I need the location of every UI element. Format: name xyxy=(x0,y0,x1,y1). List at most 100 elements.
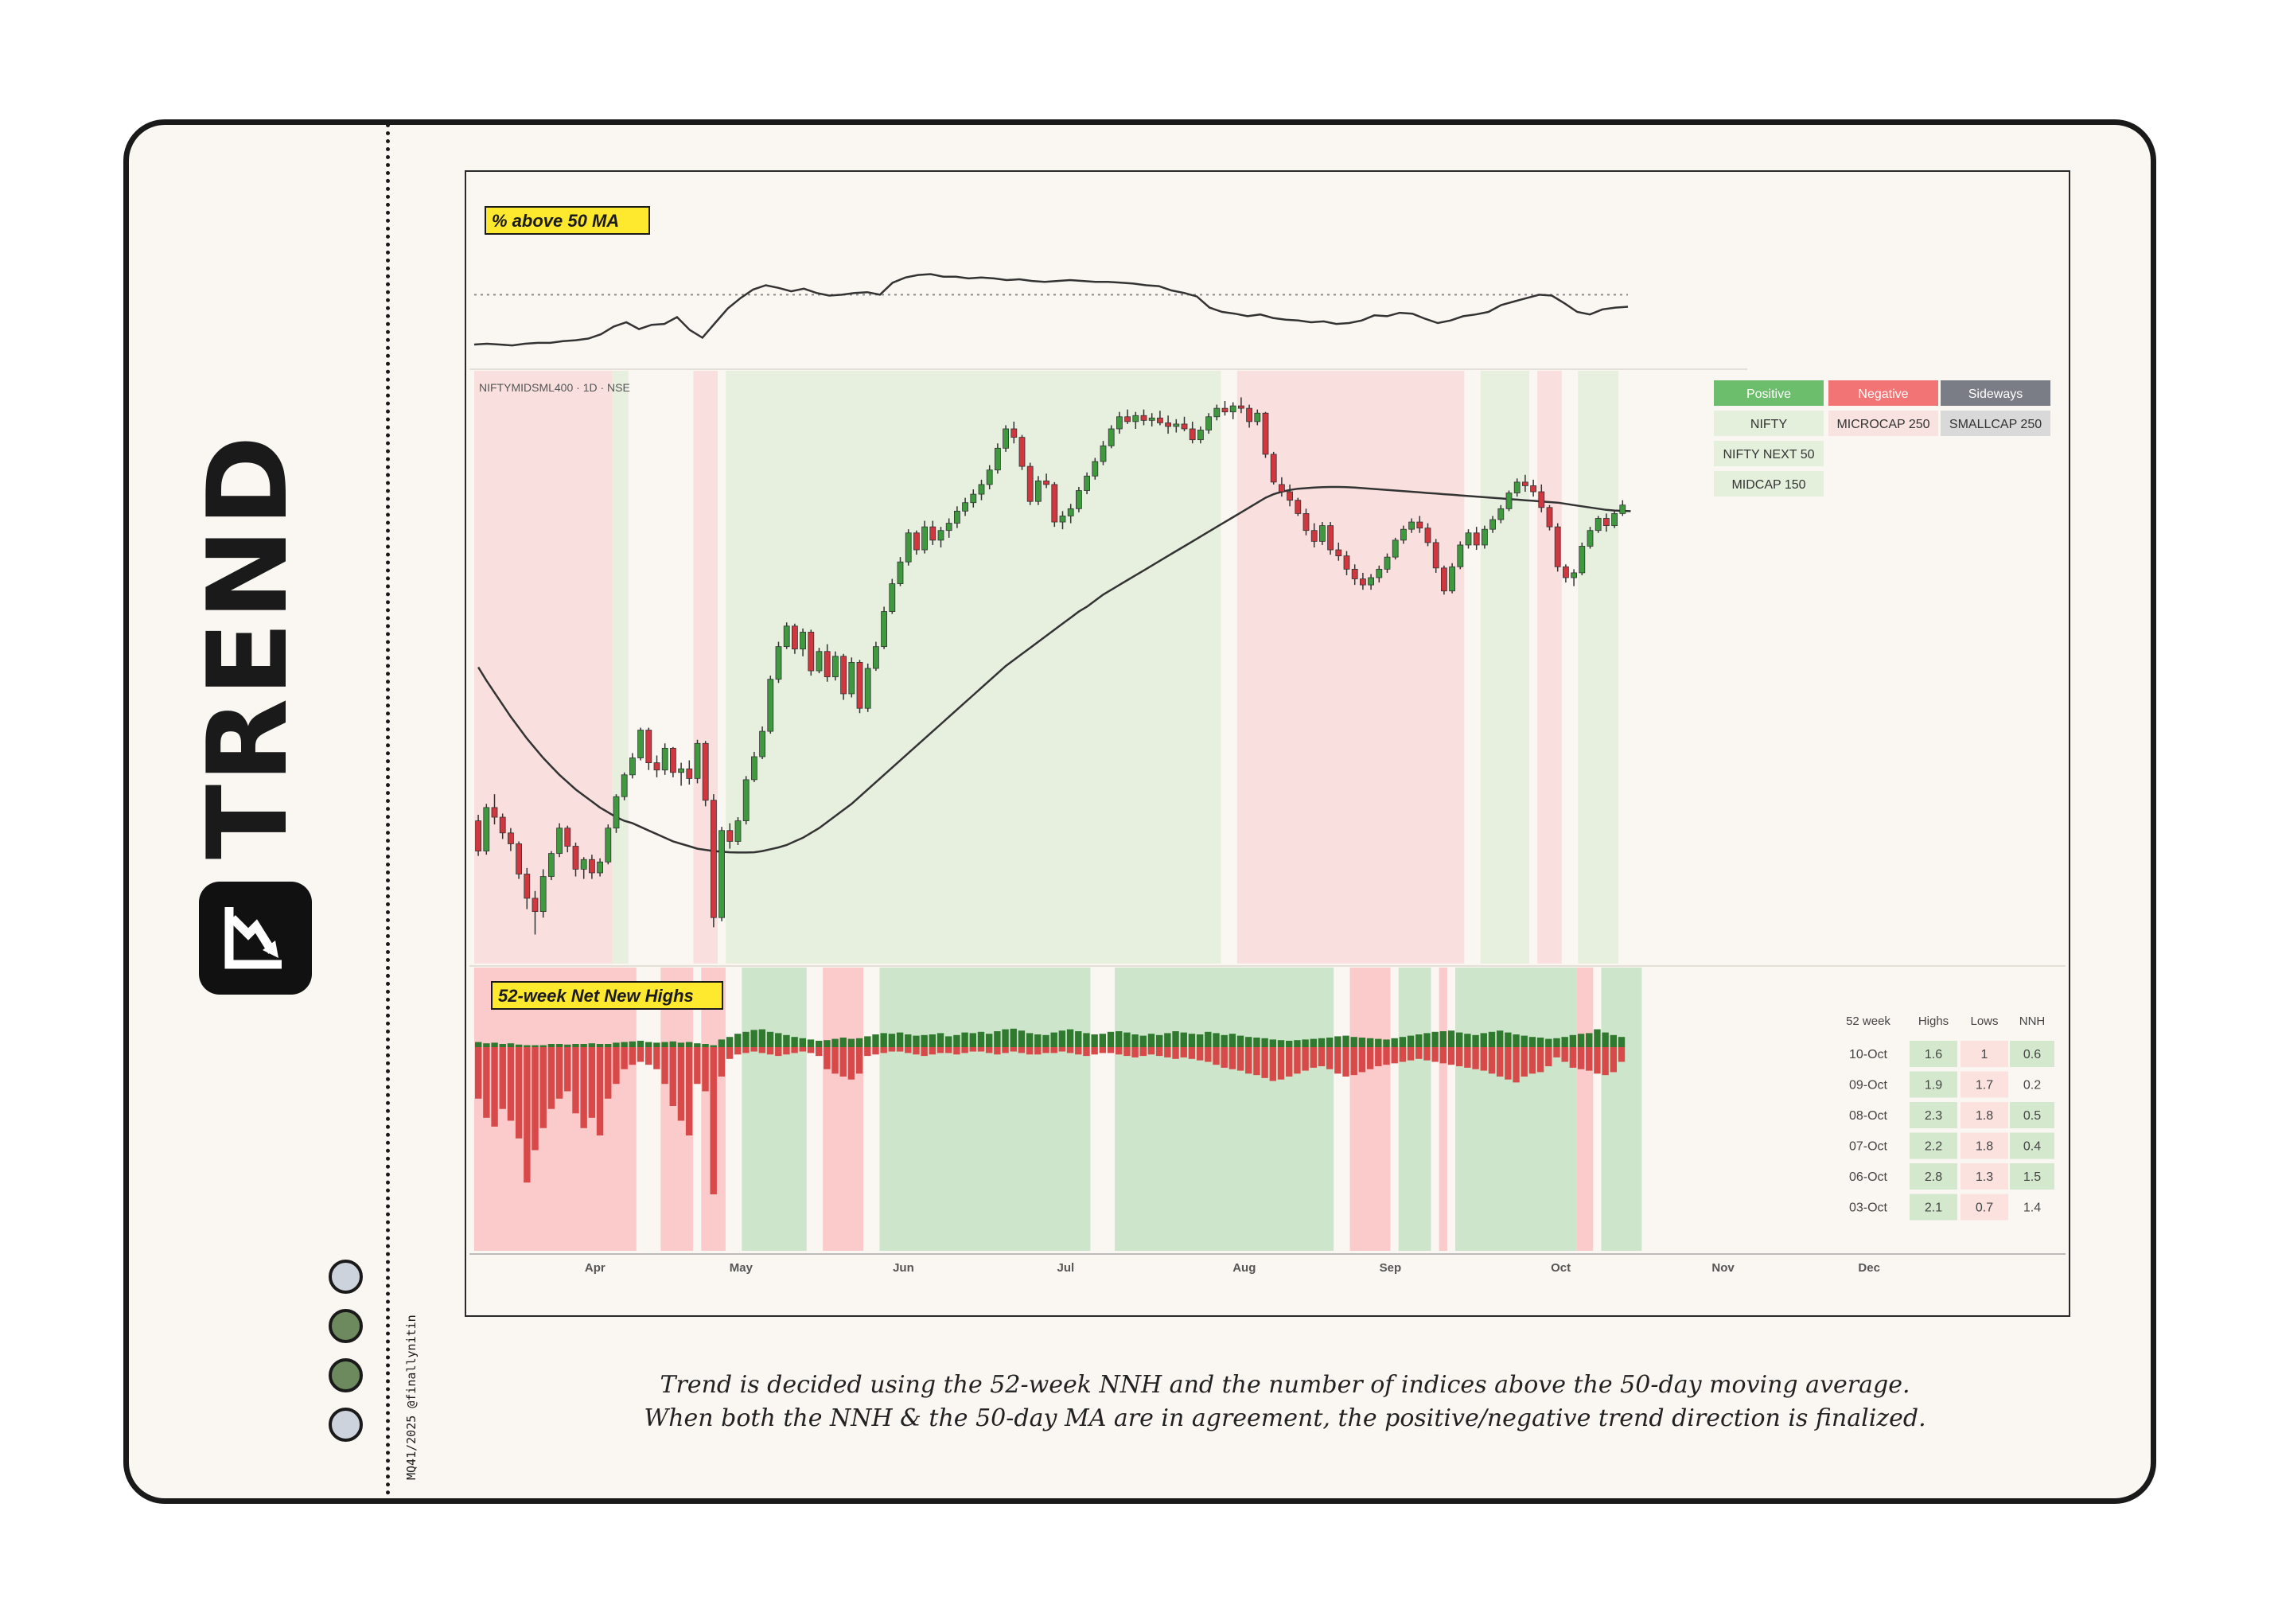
x-tick-label: May xyxy=(730,1261,753,1275)
candle xyxy=(742,776,750,825)
trend-cell-bg xyxy=(1714,411,1824,436)
lows-bar xyxy=(475,1047,482,1099)
lows-bar xyxy=(1075,1047,1082,1055)
highs-bar xyxy=(661,1042,668,1047)
nnh-regime-band xyxy=(1576,968,1594,1251)
highs-bar xyxy=(791,1037,798,1047)
highs-bar xyxy=(847,1038,855,1047)
candle xyxy=(1563,564,1569,583)
highs-bar xyxy=(1545,1038,1552,1047)
lows-bar xyxy=(1431,1047,1439,1062)
highs-bar xyxy=(613,1042,620,1047)
status-dots xyxy=(329,1260,363,1457)
candle xyxy=(572,842,579,877)
lows-bar xyxy=(1326,1047,1334,1069)
trend-cell-bg xyxy=(1941,411,2050,436)
highs-bar xyxy=(969,1033,976,1047)
lows-bar xyxy=(1480,1047,1487,1071)
lows-bar xyxy=(961,1047,968,1053)
highs-bar xyxy=(1010,1028,1017,1047)
highs-bar xyxy=(1391,1038,1398,1047)
lows-bar xyxy=(555,1047,563,1099)
candle xyxy=(1026,462,1034,505)
nnh-title-box xyxy=(491,981,723,1010)
candle xyxy=(516,841,522,879)
lows-bar xyxy=(644,1047,652,1065)
caption-line-2: When both the NNH & the 50-day MA are in… xyxy=(644,1404,1926,1432)
nnh-highs-cell-bg xyxy=(1910,1132,1957,1159)
lows-bar xyxy=(1018,1047,1026,1053)
lows-bar xyxy=(1229,1047,1236,1069)
highs-bar xyxy=(1139,1035,1147,1047)
trend-cell: MIDCAP 150 xyxy=(1731,478,1805,492)
nnh-lows-cell-bg xyxy=(1961,1071,2008,1098)
candle xyxy=(597,858,604,877)
lows-bar xyxy=(766,1047,774,1055)
trend-header-positive: Positive xyxy=(1746,388,1791,401)
lows-bar xyxy=(1213,1047,1220,1065)
highs-bar xyxy=(1310,1038,1317,1047)
lows-bar xyxy=(1383,1047,1390,1065)
lows-bar xyxy=(1050,1047,1057,1053)
caption: Trend is decided using the 52-week NNH a… xyxy=(493,1369,2077,1435)
candle xyxy=(1319,522,1326,545)
highs-bar xyxy=(1464,1034,1471,1047)
highs-bar xyxy=(913,1035,920,1047)
nnh-title: 52-week Net New Highs xyxy=(498,986,694,1006)
highs-bar xyxy=(1269,1039,1277,1047)
highs-bar xyxy=(985,1034,993,1047)
highs-bar xyxy=(572,1044,579,1047)
highs-bar xyxy=(1058,1030,1066,1047)
candle xyxy=(1376,565,1383,583)
candle xyxy=(1157,411,1163,426)
highs-bar xyxy=(547,1044,555,1047)
highs-bar xyxy=(799,1038,806,1047)
trend-logo-icon xyxy=(199,882,312,995)
lows-bar xyxy=(483,1047,490,1118)
nnh-highs-cell-bg xyxy=(1910,1163,1957,1190)
candle xyxy=(702,741,709,807)
highs-bar xyxy=(588,1043,596,1047)
lows-bar xyxy=(1261,1047,1268,1078)
lows-bar xyxy=(1147,1047,1155,1055)
highs-bar xyxy=(1018,1030,1026,1047)
highs-bar xyxy=(1229,1034,1236,1047)
lows-bar xyxy=(547,1047,555,1109)
candle xyxy=(872,641,879,672)
lows-bar xyxy=(1034,1047,1042,1055)
candle xyxy=(800,628,807,656)
candle xyxy=(524,867,531,909)
highs-bar xyxy=(1618,1037,1626,1047)
lows-bar xyxy=(880,1047,887,1053)
highs-bar xyxy=(1415,1034,1423,1047)
candle xyxy=(1611,509,1618,528)
candle xyxy=(483,804,490,855)
lows-bar xyxy=(1553,1047,1560,1057)
candle xyxy=(1416,516,1423,533)
candle xyxy=(1530,479,1536,497)
highs-bar xyxy=(750,1030,757,1047)
highs-bar xyxy=(1553,1038,1560,1047)
lows-bar xyxy=(1488,1047,1496,1074)
status-dot-2 xyxy=(329,1309,363,1343)
nnh-highs-cell-bg xyxy=(1910,1194,1957,1221)
lows-bar xyxy=(1536,1047,1544,1073)
candle xyxy=(1295,497,1302,516)
candle xyxy=(669,746,676,777)
highs-bar xyxy=(1423,1033,1431,1047)
highs-bar xyxy=(1536,1038,1544,1047)
page-title: TREND xyxy=(184,434,312,859)
nnh-table-cell: 1.7 xyxy=(1976,1079,1993,1092)
lows-bar xyxy=(1042,1047,1049,1053)
highs-bar xyxy=(605,1044,612,1047)
nnh-cell-bg xyxy=(2010,1132,2054,1159)
candle xyxy=(1546,504,1553,531)
x-axis: MarAprMayJunJulAugSepOctNovDec xyxy=(438,1261,1880,1275)
nnh-table-header: Highs xyxy=(1918,1015,1949,1028)
lows-bar xyxy=(1342,1047,1349,1077)
candle xyxy=(1392,537,1399,560)
highs-bar xyxy=(1577,1034,1585,1047)
candle xyxy=(1360,572,1366,590)
lows-bar xyxy=(1116,1047,1123,1055)
lows-bar xyxy=(1310,1047,1317,1068)
